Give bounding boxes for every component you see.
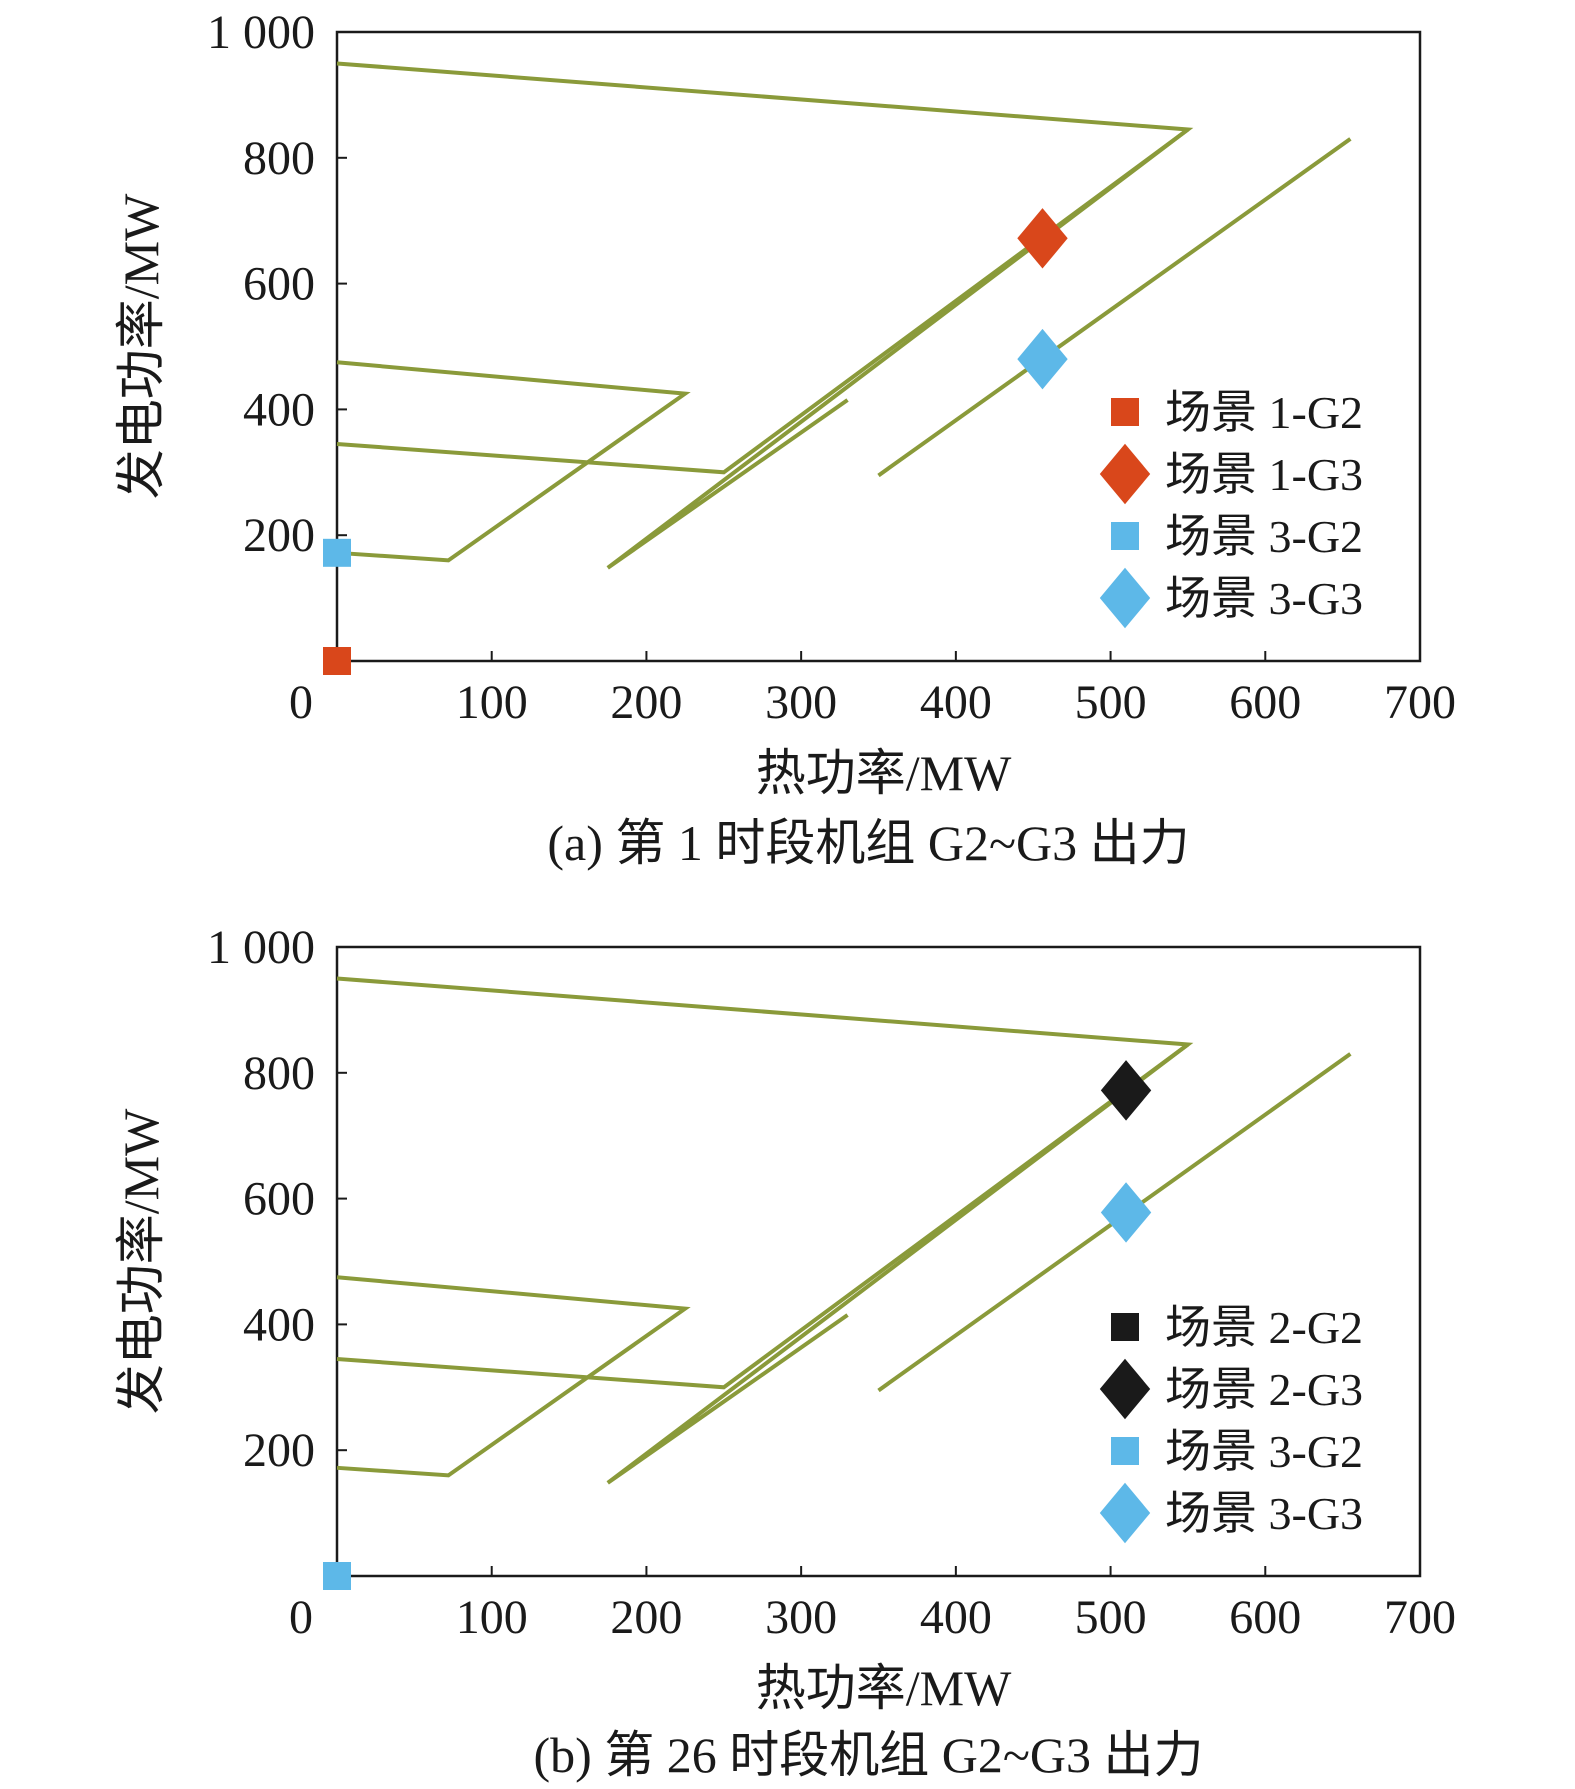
- x-tick-label: 0: [289, 1591, 313, 1644]
- x-tick-label: 500: [1075, 676, 1147, 729]
- y-tick-label: 1 000: [207, 921, 315, 974]
- legend-marker-1: [1111, 398, 1139, 426]
- legend-marker-4: [1099, 567, 1151, 629]
- legend: 场景 1-G2 场景 1-G3 场景 3-G2 场景 3-G3: [1099, 387, 1363, 629]
- chart-panel-b: 0 100 200 300 400 500 600 700 1 000 800 600 400 200 热…: [113, 921, 1456, 1783]
- data-point-场景 3-G2: [323, 538, 351, 567]
- data-point-场景 2-G3: [1100, 1060, 1152, 1121]
- operating-region-line-3: [336, 127, 1190, 475]
- operating-region-line-4: [877, 137, 1352, 478]
- y-tick-label: 400: [243, 1298, 315, 1351]
- x-tick-label: 200: [610, 1591, 682, 1644]
- x-axis-label: 热功率/MW: [756, 1660, 1012, 1716]
- legend-marker-2: [1099, 443, 1151, 505]
- legend: 场景 2-G2 场景 2-G3 场景 3-G2 场景 3-G3: [1099, 1302, 1363, 1544]
- legend-marker-2: [1099, 1358, 1151, 1420]
- y-tick-label: 200: [243, 509, 315, 562]
- x-tick-label: 600: [1229, 1591, 1301, 1644]
- figure-caption: (a) 第 1 时段机组 G2~G3 出力: [547, 815, 1189, 871]
- operating-region-line-1: [336, 976, 1194, 1485]
- legend-label: 场景 3-G3: [1165, 1488, 1363, 1539]
- legend-label: 场景 3-G3: [1165, 573, 1363, 624]
- legend-marker-3: [1111, 522, 1139, 550]
- x-tick-label: 500: [1075, 1591, 1147, 1644]
- legend-marker-4: [1099, 1482, 1151, 1544]
- y-axis-label: 发电功率/MW: [113, 1108, 169, 1414]
- legend-marker-3: [1111, 1437, 1139, 1465]
- y-tick-label: 400: [243, 383, 315, 436]
- x-tick-label: 400: [920, 676, 992, 729]
- operating-region-line-3: [336, 1042, 1190, 1390]
- plot-frame: [335, 30, 1422, 663]
- legend-marker-1: [1111, 1313, 1139, 1341]
- y-tick-label: 800: [243, 1047, 315, 1100]
- x-tick-label: 100: [456, 1591, 528, 1644]
- x-tick-label: 0: [289, 676, 313, 729]
- legend-label: 场景 3-G2: [1165, 511, 1363, 562]
- x-axis-label: 热功率/MW: [756, 745, 1012, 801]
- y-tick-label: 600: [243, 258, 315, 311]
- operating-region-line-1: [336, 61, 1194, 570]
- x-tick-label: 200: [610, 676, 682, 729]
- x-tick-label: 600: [1229, 676, 1301, 729]
- figure-caption: (b) 第 26 时段机组 G2~G3 出力: [533, 1727, 1203, 1783]
- operating-region-line-2: [336, 360, 691, 563]
- legend-label: 场景 1-G2: [1165, 387, 1363, 438]
- data-point-场景 1-G2: [323, 647, 351, 675]
- chart-panel-a: 0 100 200 300 400 500 600 700 1 000 800 600 400 200 热…: [113, 6, 1456, 871]
- x-tick-label: 100: [456, 676, 528, 729]
- legend-label: 场景 3-G2: [1165, 1426, 1363, 1477]
- y-tick-label: 200: [243, 1424, 315, 1477]
- y-tick-label: 600: [243, 1173, 315, 1226]
- operating-region-line-2: [336, 1275, 691, 1478]
- y-tick-label: 1 000: [207, 6, 315, 59]
- y-tick-label: 800: [243, 132, 315, 185]
- x-tick-label: 300: [765, 676, 837, 729]
- data-point-场景 3-G3: [1017, 328, 1068, 390]
- x-tick-label: 300: [765, 1591, 837, 1644]
- x-tick-label: 700: [1384, 676, 1456, 729]
- legend-label: 场景 1-G3: [1165, 449, 1363, 500]
- data-point-场景 3-G3: [1100, 1182, 1152, 1243]
- data-point-场景 3-G2: [323, 1562, 351, 1590]
- data-point-场景 1-G3: [1017, 208, 1068, 269]
- legend-label: 场景 2-G3: [1165, 1364, 1363, 1415]
- x-tick-label: 400: [920, 1591, 992, 1644]
- plot-frame: [335, 945, 1422, 1578]
- legend-label: 场景 2-G2: [1165, 1302, 1363, 1353]
- y-axis-label: 发电功率/MW: [113, 193, 169, 499]
- x-tick-label: 700: [1384, 1591, 1456, 1644]
